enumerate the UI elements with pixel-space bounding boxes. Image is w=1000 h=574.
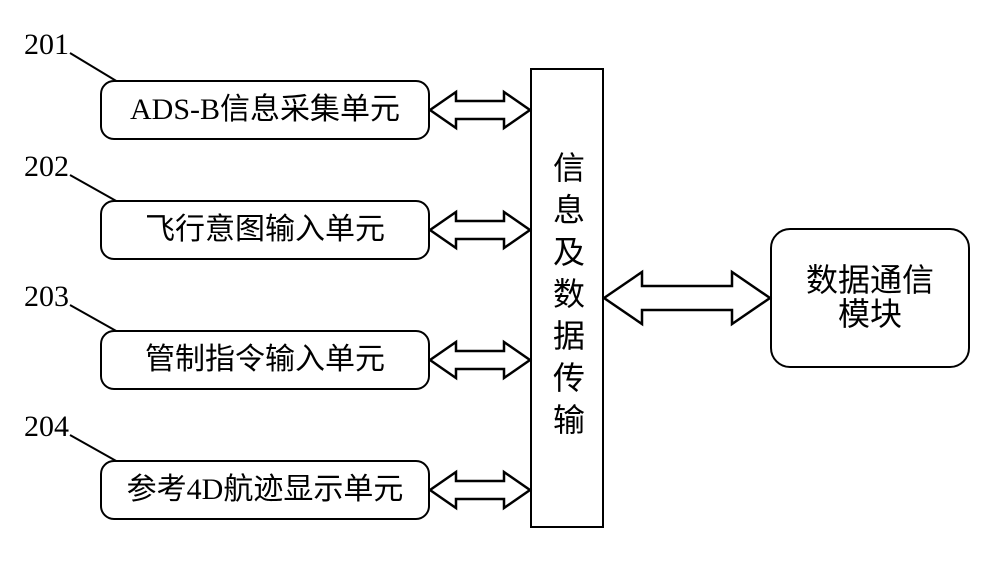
arrow-u4 (430, 472, 530, 508)
arrow-u1 (430, 92, 530, 128)
arrow-u3 (430, 342, 530, 378)
arrow-u2 (430, 212, 530, 248)
arrow-right (604, 272, 770, 324)
arrows-layer (0, 0, 1000, 574)
